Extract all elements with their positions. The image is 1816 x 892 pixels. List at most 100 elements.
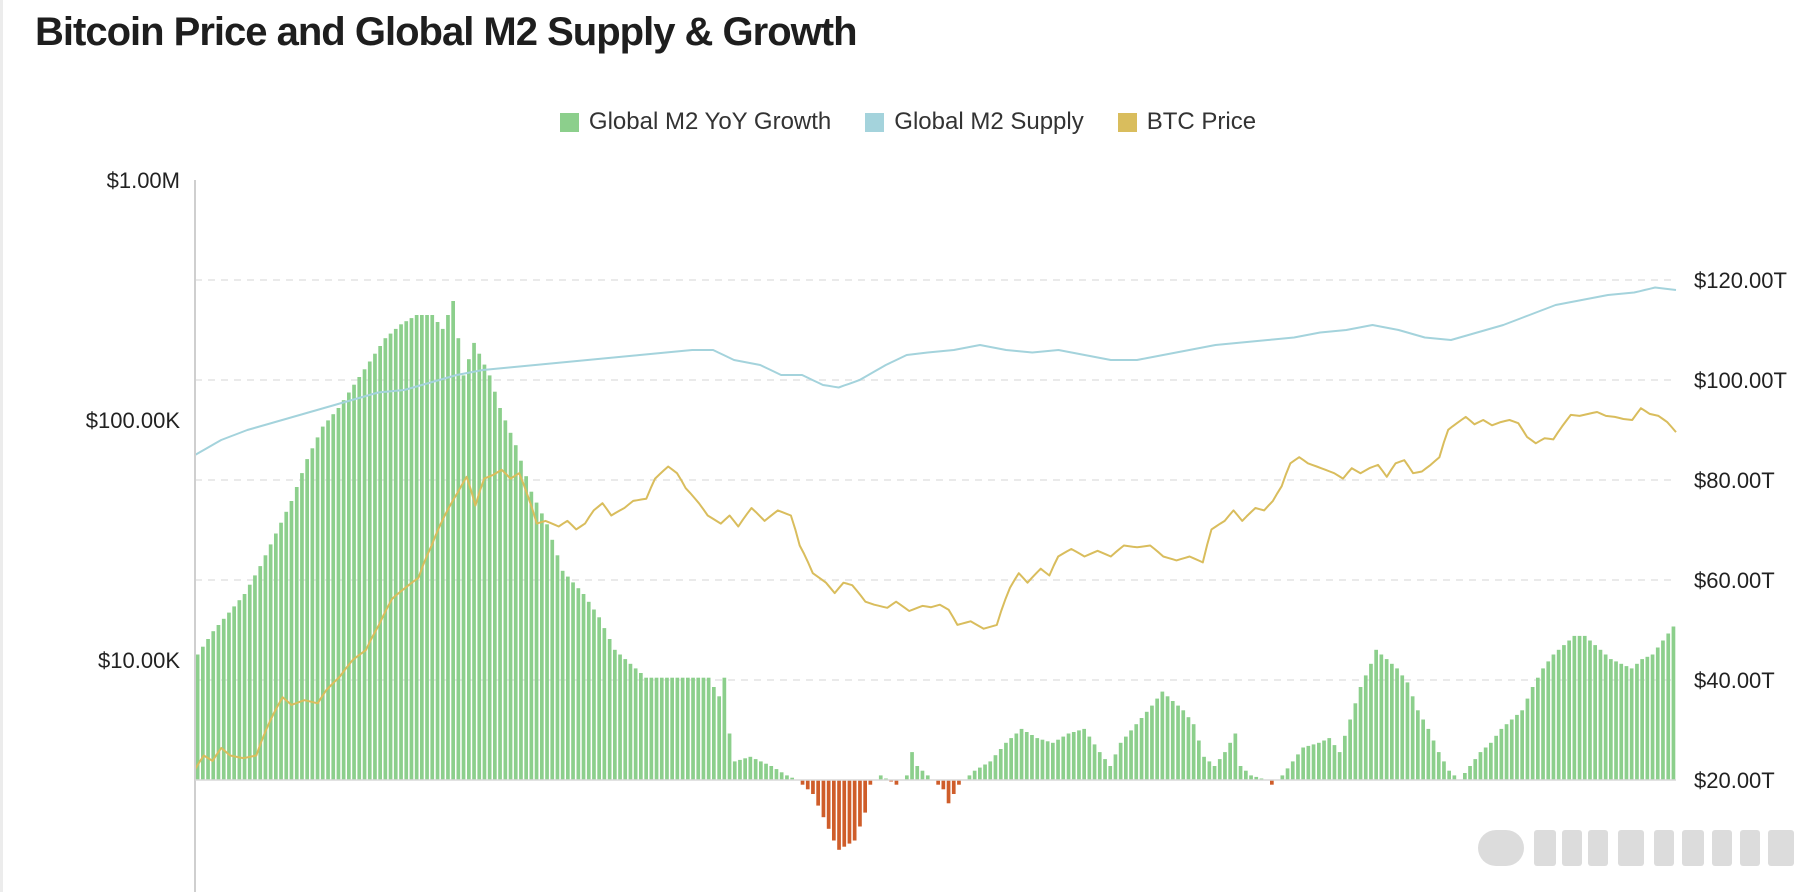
growth-bar — [941, 780, 946, 790]
growth-bar — [602, 628, 607, 780]
legend-item-growth[interactable]: Global M2 YoY Growth — [559, 108, 831, 136]
growth-bar — [1645, 656, 1650, 780]
growth-bar — [253, 575, 257, 780]
legend-label-btc: BTC Price — [1146, 108, 1257, 135]
growth-bar — [1270, 780, 1274, 785]
growth-bar — [1635, 663, 1639, 781]
growth-bar — [1619, 663, 1624, 781]
legend-item-supply[interactable]: Global M2 Supply — [865, 108, 1084, 136]
growth-bar — [1515, 714, 1519, 780]
growth-bar — [352, 384, 356, 780]
growth-bar — [1624, 666, 1629, 780]
growth-bar — [1489, 742, 1493, 780]
watermark-logo — [1478, 830, 1798, 870]
growth-bar — [1004, 742, 1008, 780]
growth-bar — [759, 761, 763, 780]
growth-bar — [978, 767, 982, 780]
growth-bar — [1410, 696, 1415, 780]
growth-bar — [748, 756, 753, 781]
growth-bar — [1530, 687, 1535, 780]
growth-bar — [1353, 703, 1358, 780]
growth-bar — [430, 315, 435, 780]
growth-bar — [790, 777, 794, 780]
growth-bar — [821, 780, 826, 818]
growth-bar — [837, 780, 841, 850]
growth-bar — [1525, 698, 1530, 780]
growth-bar — [1478, 752, 1483, 780]
growth-bar — [498, 408, 502, 780]
growth-bar — [362, 369, 367, 781]
growth-bar — [1363, 675, 1368, 780]
right-axis-tick-label: $100.00T — [1694, 368, 1787, 393]
growth-bar — [1061, 736, 1066, 780]
growth-bar — [607, 639, 612, 781]
growth-bar — [315, 437, 320, 780]
growth-bar — [878, 775, 883, 781]
growth-bar — [785, 775, 789, 781]
growth-bar — [1650, 654, 1655, 781]
growth-bar — [1504, 724, 1509, 780]
growth-bar — [868, 780, 873, 785]
growth-bar — [237, 600, 242, 780]
growth-bar — [816, 780, 820, 806]
growth-bar — [691, 677, 695, 780]
growth-bar — [1416, 710, 1420, 781]
growth-bar — [1343, 735, 1347, 780]
growth-bar — [946, 780, 951, 804]
growth-bar — [1056, 739, 1060, 780]
growth-bar — [967, 775, 972, 781]
m2-supply-line — [194, 286, 1677, 456]
growth-bar — [274, 533, 278, 780]
growth-bar — [1186, 717, 1191, 780]
growth-bar — [1301, 747, 1305, 781]
growth-bar — [1296, 754, 1300, 780]
growth-bar — [1014, 733, 1019, 780]
growth-bar — [1577, 635, 1582, 781]
growth-bar — [263, 555, 268, 781]
growth-bar — [1244, 770, 1248, 780]
growth-bar — [550, 539, 555, 781]
growth-bar — [1431, 740, 1436, 780]
growth-bar — [972, 770, 977, 780]
growth-bar — [1051, 742, 1055, 780]
growth-bar — [393, 328, 398, 780]
growth-bar — [326, 420, 330, 780]
growth-bar — [675, 677, 680, 780]
growth-bar — [1040, 739, 1045, 780]
growth-bar — [1509, 719, 1514, 780]
growth-bar — [399, 324, 403, 780]
growth-bar — [1614, 661, 1618, 780]
growth-bar — [1285, 768, 1290, 780]
growth-bar — [482, 364, 487, 780]
growth-bar — [1045, 741, 1050, 781]
growth-bar — [858, 780, 862, 827]
growth-bar — [461, 375, 466, 780]
growth-bar — [1097, 752, 1102, 780]
growth-bar — [951, 780, 956, 794]
growth-bar — [665, 677, 669, 780]
growth-bar — [1609, 659, 1613, 780]
legend-item-btc[interactable]: BTC Price — [1117, 108, 1257, 136]
growth-bar — [227, 612, 231, 780]
growth-bar — [1369, 663, 1373, 781]
growth-bar — [1655, 647, 1660, 780]
growth-bar — [472, 342, 476, 780]
right-axis-tick-label: $20.00T — [1694, 768, 1775, 793]
growth-bar — [1629, 668, 1634, 780]
growth-bar — [1191, 724, 1196, 780]
right-axis-tick-label: $60.00T — [1694, 568, 1775, 593]
growth-bar — [628, 663, 633, 781]
growth-bar — [863, 780, 867, 813]
growth-bar — [1640, 659, 1644, 780]
growth-bar — [1254, 776, 1259, 780]
growth-bar — [310, 448, 315, 780]
growth-bar — [1238, 766, 1243, 780]
growth-bar — [508, 432, 513, 780]
growth-bar — [753, 759, 758, 780]
growth-bar — [1077, 730, 1081, 780]
growth-bar — [701, 677, 706, 780]
growth-bar — [1071, 732, 1076, 781]
growth-bar — [936, 780, 940, 785]
growth-bar — [1124, 736, 1128, 780]
growth-bar — [592, 609, 596, 780]
